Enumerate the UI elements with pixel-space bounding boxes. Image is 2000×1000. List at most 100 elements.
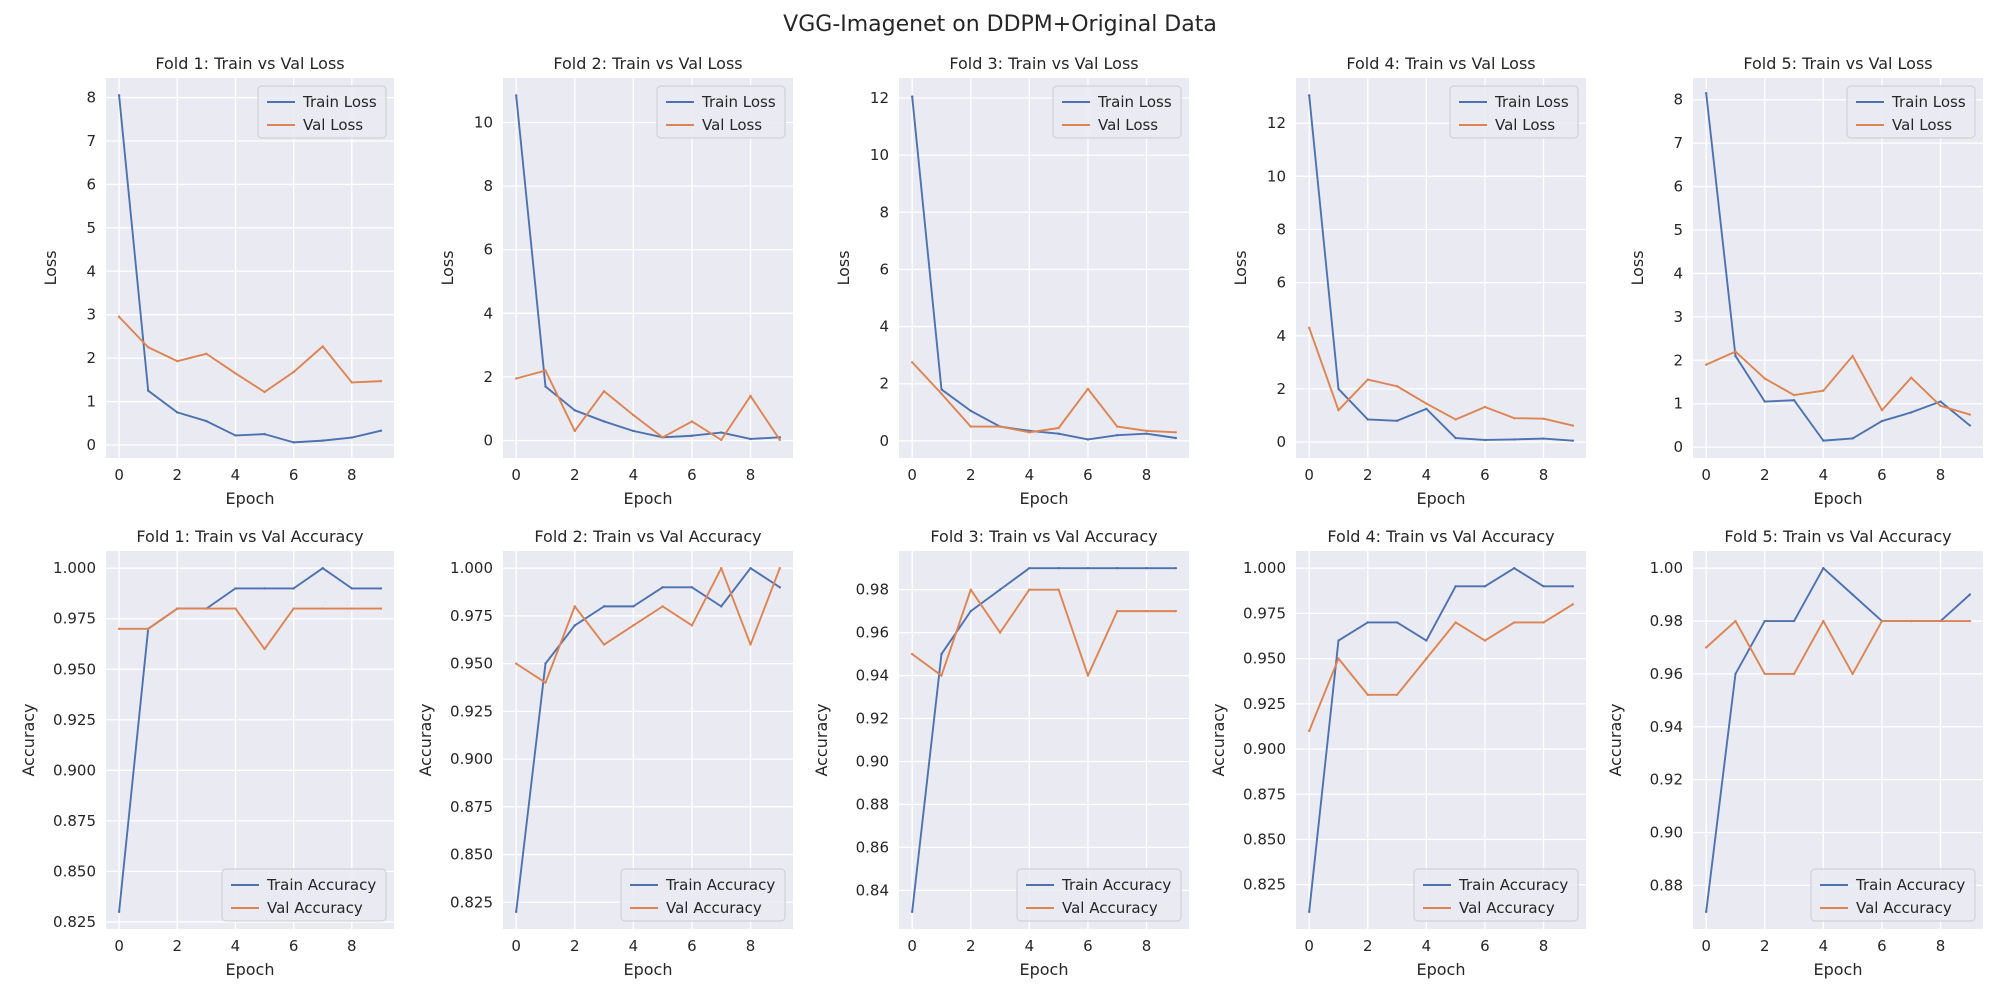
data-point (1116, 433, 1119, 437)
subplot-1: 0 2 4 6 8 0 1 2 3 4 5 6 7 8 Fold 1: Train vs Val Loss E… (41, 54, 394, 508)
y-tick-label: 0.84 (856, 881, 889, 899)
data-point (321, 345, 324, 348)
series-line-val-accuracy (1705, 620, 1970, 675)
data-point (1174, 431, 1178, 434)
legend: Train Loss Val Loss (257, 85, 387, 139)
y-tick-label: 0.825 (1243, 876, 1286, 894)
x-tick-label: 2 (1363, 937, 1373, 955)
data-point (1454, 621, 1457, 624)
x-tick-label: 4 (1025, 937, 1035, 955)
x-tick-label: 0 (511, 937, 521, 955)
data-point (146, 346, 150, 349)
legend-box (1810, 868, 1976, 922)
data-point (1822, 619, 1825, 623)
data-point (117, 627, 121, 631)
data-point (1571, 585, 1575, 588)
data-point (1939, 404, 1942, 408)
data-point (1513, 566, 1516, 570)
data-point (544, 369, 547, 372)
legend-label: Val Accuracy (1459, 899, 1555, 917)
data-point (749, 394, 752, 398)
legend: Train Accuracy Val Accuracy (1413, 868, 1579, 922)
data-point (1028, 588, 1031, 591)
data-point (1425, 402, 1428, 405)
data-point (234, 434, 237, 437)
series-line-val-loss (118, 316, 381, 393)
x-tick-label: 0 (114, 937, 124, 955)
x-tick-label: 0 (1701, 937, 1711, 955)
data-point (1366, 621, 1369, 624)
series-line-train-accuracy (1308, 567, 1573, 912)
y-tick-label: 0.950 (1243, 650, 1286, 668)
data-point (969, 609, 972, 613)
data-point (1822, 389, 1825, 392)
y-tick-label: 0.98 (1650, 612, 1683, 630)
y-tick-label: 0.825 (53, 913, 96, 931)
legend-box (221, 868, 387, 922)
data-point (514, 94, 518, 97)
y-tick-label: 2 (1276, 380, 1286, 398)
plot-area (1693, 78, 1983, 458)
data-point (234, 607, 237, 610)
x-tick-label: 0 (1304, 937, 1314, 955)
subplot-title: Fold 4: Train vs Val Accuracy (1327, 527, 1554, 546)
legend: Train Loss Val Loss (1052, 85, 1182, 139)
y-tick-label: 6 (483, 241, 493, 259)
series-line-val-accuracy (515, 567, 781, 684)
x-tick-label: 4 (1422, 466, 1432, 484)
data-point (1454, 585, 1457, 588)
data-point (1734, 354, 1737, 358)
x-tick-label: 0 (114, 466, 124, 484)
y-tick-label: 1 (1673, 395, 1683, 413)
data-point (969, 588, 972, 591)
legend-label: Train Accuracy (1458, 876, 1568, 894)
data-point (1086, 438, 1090, 441)
subplot-title: Fold 2: Train vs Val Loss (553, 54, 742, 73)
x-tick-label: 0 (511, 466, 521, 484)
y-tick-label: 2 (86, 349, 96, 367)
y-tick-label: 0.90 (856, 752, 889, 770)
data-point (1145, 566, 1148, 570)
y-tick-label: 4 (86, 262, 96, 280)
series-line-val-accuracy (119, 607, 381, 650)
data-point (205, 419, 208, 423)
data-point (910, 910, 914, 914)
y-tick-label: 3 (86, 306, 96, 324)
y-axis-label: Loss (1628, 250, 1647, 285)
y-tick-label: 5 (1673, 221, 1683, 239)
legend: Train Loss Val Loss (1449, 85, 1579, 139)
y-tick-label: 8 (1276, 220, 1286, 238)
y-tick-label: 1 (86, 393, 96, 411)
data-point (350, 436, 354, 439)
x-tick-label: 6 (1877, 466, 1887, 484)
legend-label: Val Accuracy (267, 899, 363, 917)
y-tick-label: 2 (1673, 351, 1683, 369)
data-point (602, 643, 606, 646)
y-tick-label: 12 (870, 89, 889, 107)
data-point (573, 429, 576, 433)
data-point (1704, 646, 1708, 649)
data-point (1395, 693, 1399, 696)
x-tick-label: 6 (1480, 937, 1490, 955)
legend-box (1413, 868, 1579, 922)
y-tick-label: 7 (1673, 134, 1683, 152)
x-tick-label: 2 (1760, 466, 1770, 484)
subplot-title: Fold 2: Train vs Val Accuracy (534, 527, 761, 546)
data-point (1851, 593, 1854, 596)
series-line-val-loss (515, 369, 781, 441)
x-tick-label: 8 (347, 937, 357, 955)
data-point (661, 605, 664, 608)
y-tick-label: 0.950 (53, 660, 96, 678)
data-point (1425, 407, 1428, 411)
legend-label: Val Accuracy (1856, 899, 1952, 917)
data-point (632, 624, 635, 627)
y-tick-label: 0.850 (1243, 830, 1286, 848)
data-point (1425, 639, 1428, 642)
data-point (292, 607, 295, 610)
subplot-title: Fold 3: Train vs Val Accuracy (930, 527, 1157, 546)
data-point (1307, 910, 1311, 914)
series-line-val-accuracy (911, 588, 1176, 677)
data-point (205, 607, 208, 610)
x-tick-label: 6 (1877, 937, 1887, 955)
data-point (350, 607, 354, 610)
